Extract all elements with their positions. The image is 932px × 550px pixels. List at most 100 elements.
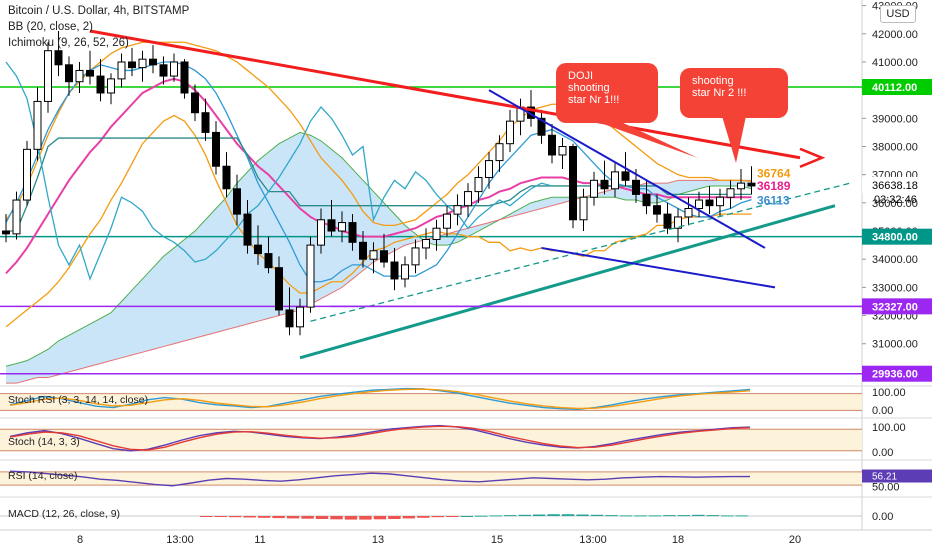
candle-body bbox=[23, 148, 31, 201]
stochrsi-tick: 100.00 bbox=[872, 387, 906, 399]
candle-body bbox=[180, 61, 189, 94]
candle-body bbox=[117, 61, 126, 80]
macd-histogram-bar bbox=[373, 516, 387, 520]
candle-body bbox=[579, 196, 588, 221]
candle-body bbox=[401, 264, 409, 280]
callout-text: star Nr 2 !!! bbox=[692, 87, 746, 99]
candle-body bbox=[590, 179, 598, 198]
stoch-tick: 0.00 bbox=[872, 447, 893, 459]
candle-body bbox=[149, 58, 157, 66]
macd-label: MACD (12, 26, close, 9) bbox=[8, 508, 121, 520]
rsi-tick: 50.00 bbox=[872, 482, 900, 494]
candle-body bbox=[170, 61, 178, 77]
support-trendline bbox=[299, 204, 836, 360]
candle-body bbox=[306, 244, 315, 308]
price-tick-label: 31000.00 bbox=[872, 339, 918, 351]
indicator-value-label: 36764 bbox=[757, 167, 791, 181]
candle-body bbox=[495, 143, 504, 162]
candle-body bbox=[642, 193, 651, 207]
candle-body bbox=[138, 58, 147, 69]
series-line bbox=[5, 77, 752, 274]
macd-histogram-bar bbox=[547, 514, 560, 516]
macd-histogram-bar bbox=[605, 515, 618, 517]
current-price-label: 36638.18 bbox=[872, 180, 918, 192]
callout-text: star Nr 1!!! bbox=[568, 94, 619, 106]
candle-body bbox=[222, 165, 231, 190]
candle-body bbox=[96, 75, 105, 94]
callout-text: shooting bbox=[568, 82, 610, 94]
macd-histogram-bar bbox=[677, 515, 691, 517]
macd-histogram-bar bbox=[663, 515, 676, 517]
candle-body bbox=[275, 267, 283, 311]
indicator-value-label: 36189 bbox=[757, 179, 791, 193]
series-line bbox=[5, 61, 553, 281]
macd-histogram-bar bbox=[489, 515, 502, 517]
candle-body bbox=[737, 182, 745, 190]
level-price-tag bbox=[862, 365, 932, 382]
candle-body bbox=[296, 306, 304, 328]
candle-body bbox=[653, 205, 661, 215]
macd-histogram-bar bbox=[532, 514, 546, 516]
macd-histogram-bar bbox=[648, 515, 662, 517]
candle-body bbox=[705, 199, 714, 207]
oscillator-line bbox=[9, 424, 751, 452]
macd-histogram-bar bbox=[460, 516, 473, 517]
candle-body bbox=[317, 219, 325, 246]
level-price-label: 29936.00 bbox=[872, 369, 918, 381]
legend-bb: BB (20, close, 2) bbox=[8, 21, 94, 33]
trendline-arrowhead bbox=[799, 147, 826, 168]
time-tick-label: 13:00 bbox=[166, 534, 194, 546]
macd-histogram-bar bbox=[301, 516, 314, 519]
candle-body bbox=[453, 205, 462, 215]
candle-body bbox=[254, 244, 262, 255]
macd-histogram-bar bbox=[257, 516, 271, 518]
candle-body bbox=[611, 171, 619, 190]
candle-body bbox=[558, 146, 567, 156]
candle-body bbox=[264, 253, 273, 269]
level-price-tag bbox=[862, 79, 932, 96]
candle-body bbox=[443, 213, 451, 229]
macd-histogram-bar bbox=[735, 515, 748, 517]
macd-histogram-bar bbox=[518, 514, 531, 516]
level-price-tag bbox=[862, 298, 932, 315]
macd-histogram-bar bbox=[315, 516, 329, 519]
chart-title: Bitcoin / U.S. Dollar, 4h, BITSTAMP bbox=[8, 5, 190, 17]
candle-body bbox=[86, 69, 94, 77]
candle-body bbox=[285, 309, 294, 328]
callout-text: shooting bbox=[692, 75, 734, 87]
stochrsi-tick: 0.00 bbox=[872, 405, 893, 417]
legend-ichimoku: Ichimoku (9, 26, 52, 26) bbox=[8, 37, 129, 49]
currency-button[interactable]: USD bbox=[880, 5, 916, 23]
series-line bbox=[6, 137, 752, 232]
time-tick-label: 15 bbox=[491, 534, 503, 546]
current-price-tag bbox=[862, 176, 932, 193]
macd-histogram-bar bbox=[286, 516, 300, 519]
price-tick-label: 41000.00 bbox=[872, 57, 918, 69]
macd-histogram-bar bbox=[431, 516, 445, 518]
senkou-a-line bbox=[5, 131, 752, 367]
macd-histogram-bar bbox=[214, 516, 227, 517]
candle-body bbox=[684, 207, 693, 218]
macd-histogram-bar bbox=[619, 515, 633, 517]
oscillator-line bbox=[9, 425, 751, 451]
macd-histogram-bar bbox=[692, 514, 705, 516]
candle-body bbox=[233, 188, 241, 215]
candle-body bbox=[12, 199, 21, 235]
candle-body bbox=[411, 247, 420, 266]
oscillator-line bbox=[9, 388, 751, 410]
wedge-upper-line bbox=[488, 89, 766, 249]
price-tick-label: 33000.00 bbox=[872, 282, 918, 294]
macd-histogram-bar bbox=[330, 516, 343, 520]
candle-body bbox=[128, 61, 136, 69]
rsi-label: RSI (14, close) bbox=[8, 470, 78, 482]
price-tick-label: 38000.00 bbox=[872, 142, 918, 154]
candle-body bbox=[191, 92, 199, 114]
chart-legend: Bitcoin / U.S. Dollar, 4h, BITSTAMP BB (… bbox=[8, 3, 189, 51]
macd-histogram-bar bbox=[243, 516, 256, 518]
candle-body bbox=[537, 117, 546, 136]
candle-body bbox=[726, 188, 735, 198]
candle-body bbox=[747, 182, 756, 187]
candle-body bbox=[432, 227, 441, 240]
candle-body bbox=[54, 50, 63, 66]
